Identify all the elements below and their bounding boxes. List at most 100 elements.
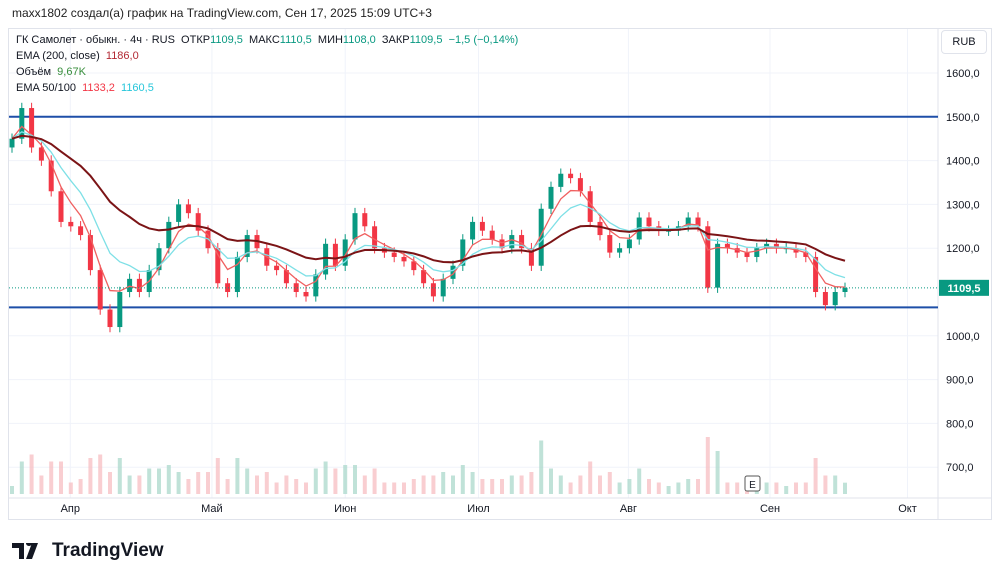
candle [430,283,436,297]
volume-bar [568,482,573,494]
earnings-marker[interactable]: E [744,475,761,492]
candle [568,173,574,179]
candle [509,235,515,249]
volume-bar [696,479,700,494]
volume-bar [264,472,269,494]
volume-bar [833,475,838,494]
candle [754,248,760,257]
volume-bar [186,479,191,494]
chart-legend: ГК Самолет · обыкн. · 4ч · RUS ОТКР1109,… [16,32,518,96]
volume-bar [68,482,73,494]
ema200-row[interactable]: EMA (200, close) 1186,0 [16,48,518,64]
volume-bar [372,468,377,494]
volume-bar [215,458,220,494]
volume-bar [558,475,563,494]
candle [97,270,103,310]
volume-bar [607,472,612,494]
volume-bar [774,482,779,494]
volume-bar [686,479,691,494]
earnings-marker-box [744,475,761,492]
ema50-line [11,125,846,292]
volume-bar [39,475,44,494]
candle [127,278,133,292]
candle [607,235,613,253]
candle [724,243,730,249]
candle [460,239,466,266]
volume-bar [206,472,210,494]
change-value: −1,5 (−0,14%) [448,34,519,46]
candle [78,226,84,236]
x-tick-label: Июн [334,503,356,515]
ema200-value: 1186,0 [105,50,139,62]
currency-button[interactable]: RUB [941,30,987,54]
close-label: ЗАКР [381,34,410,46]
volume-bar [460,465,465,494]
candle [528,248,534,266]
candle [479,221,485,231]
volume-bar [323,461,328,494]
volume-bar [411,479,416,494]
candle [352,213,358,240]
ema200-line [11,134,846,264]
low-value: 1108,0 [342,34,376,46]
candle [538,208,544,266]
volume-bar [598,475,602,494]
volume-bar [29,454,34,494]
volume-bar [59,461,63,494]
x-tick-label: Июл [467,503,489,515]
candle [803,252,809,257]
ohlc-row: ГК Самолет · обыкн. · 4ч · RUS ОТКР1109,… [16,32,518,48]
x-tick-label: Авг [620,503,637,515]
candle [558,173,564,187]
volume-bar [813,458,818,494]
volume-bar [509,475,514,494]
candle [744,252,750,257]
candle [107,309,113,328]
volume-bar [225,479,230,494]
volume-bar [500,479,504,494]
volume-bar [843,482,847,494]
ema100-value: 1160,5 [121,82,154,94]
volume-bar [588,461,593,494]
candle [323,243,329,275]
candle [822,292,828,306]
candle [519,235,525,249]
candle [332,243,338,266]
candle [773,243,779,249]
volume-bar [19,461,24,494]
volume-bar [127,475,132,494]
volume-bar [333,468,338,494]
volume-bar [284,475,289,494]
candle [48,160,54,192]
ema50-100-row[interactable]: EMA 50/100 1133,2 1160,5 [16,80,518,96]
candle [19,108,25,139]
volume-bar [108,472,112,494]
candle [842,287,848,292]
volume-bar [343,465,348,494]
candle [68,221,74,227]
volume-bar [294,479,299,494]
x-tick-label: Май [201,503,223,515]
candle [166,221,172,249]
candle [9,138,15,148]
last-price-badge [939,279,989,296]
volume-bar [725,482,730,494]
volume-bar [402,482,406,494]
candle [421,270,427,284]
tradingview-logo[interactable]: TradingView [12,540,164,562]
candle [29,108,35,148]
candle [38,147,44,161]
volume-bar [715,451,720,494]
y-tick-label: 1500,0 [946,112,980,124]
volume-bar [794,482,798,494]
candle [646,217,652,227]
symbol-label[interactable]: ГК Самолет · обыкн. · 4ч · RUS [16,34,175,46]
volume-label: Объём [16,66,52,78]
volume-row[interactable]: Объём 9,67K [16,64,518,80]
volume-bar [666,486,671,494]
volume-bar [578,475,583,494]
candle [156,248,162,271]
candle [587,191,593,222]
open-value: 1109,5 [210,34,243,46]
